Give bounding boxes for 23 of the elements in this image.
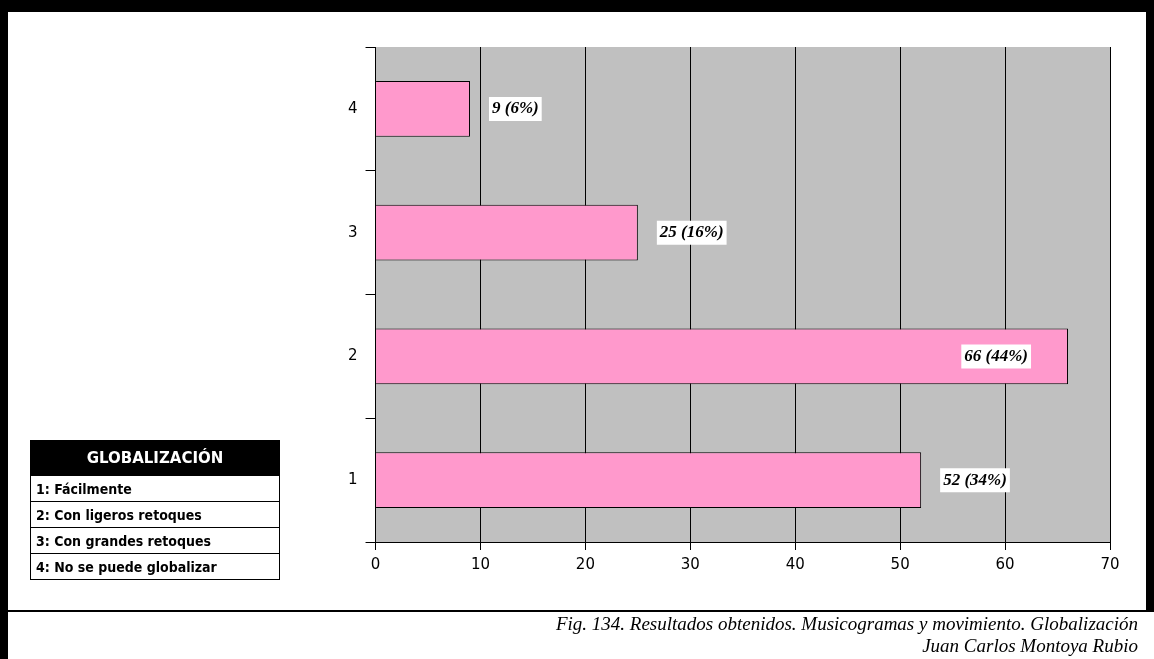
x-tick-label: 70 <box>1100 554 1120 573</box>
y-tick-label: 4 <box>348 98 358 117</box>
text: 3: Con grandes retoques <box>31 527 279 553</box>
x-tick-label: 10 <box>470 554 491 573</box>
text: 4: No se puede globalizar <box>31 553 279 579</box>
x-tick-label: 30 <box>680 554 700 573</box>
x-tick-label: 40 <box>785 554 805 573</box>
x-tick-label: 20 <box>575 554 595 573</box>
text: 2: Con ligeros retoques <box>31 501 279 527</box>
x-tick-label: 50 <box>890 554 910 573</box>
y-tick-label: 1 <box>348 470 358 489</box>
x-tick-label: 0 <box>370 554 381 573</box>
text: 1: Fácilmente <box>31 475 279 501</box>
y-tick-label: 2 <box>348 346 358 365</box>
legend-title: GLOBALIZACIÓN <box>31 441 279 475</box>
text: Juan Carlos Montoya Rubio <box>921 635 1138 657</box>
data-label: 52 (34%) <box>943 469 1007 489</box>
caption: Fig. 134. Resultados obtenidos. Musicogramas y movimiento. Globalización <box>555 613 1138 635</box>
data-label: 25 (16%) <box>658 222 724 242</box>
data-label: 66 (44%) <box>964 345 1029 365</box>
data-label: 9 (6%) <box>491 98 539 118</box>
x-tick-label: 60 <box>995 554 1015 573</box>
y-tick-label: 3 <box>348 222 358 241</box>
